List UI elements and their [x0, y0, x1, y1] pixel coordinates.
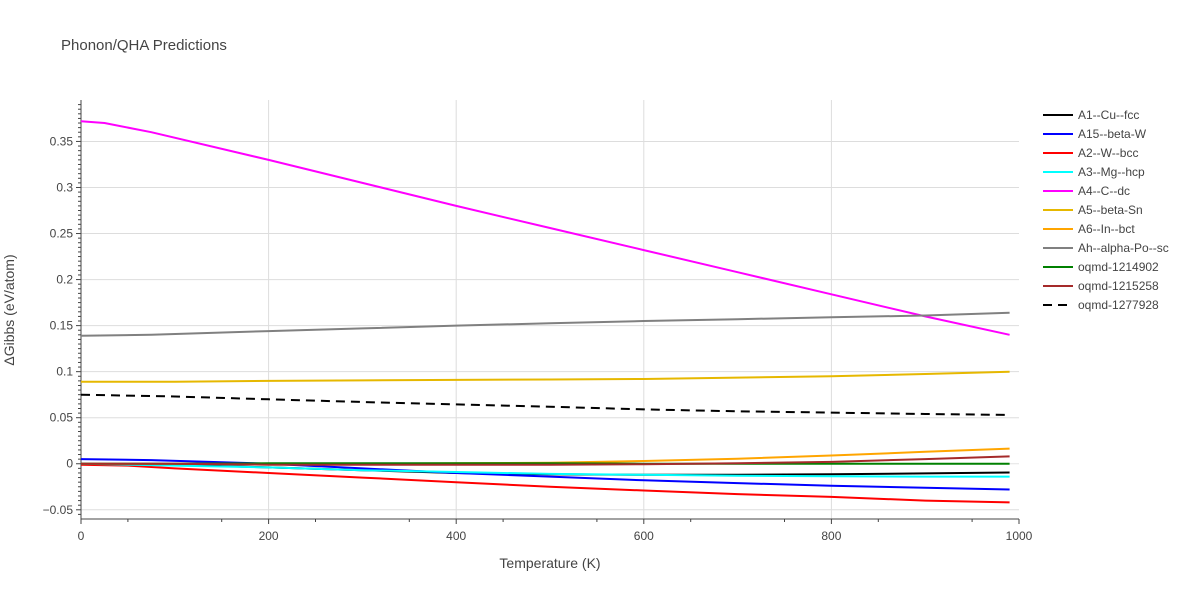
legend-label-a6-in-bct: A6--In--bct [1078, 222, 1135, 236]
axes [76, 100, 1020, 524]
y-tick-label: 0.2 [56, 273, 73, 287]
y-tick-label: 0 [66, 457, 73, 471]
series-line-a2-w-bcc [80, 463, 1010, 504]
x-tick-label: 400 [446, 529, 466, 543]
y-tick-label: 0.05 [50, 411, 74, 425]
y-tick-label: 0.3 [56, 180, 73, 194]
y-tick-label: 0.15 [50, 319, 74, 333]
legend-label-a15-beta-w: A15--beta-W [1078, 127, 1147, 141]
y-tick-label: 0.25 [50, 227, 74, 241]
y-tick-label: −0.05 [43, 503, 74, 517]
series-line-a5-beta-sn [81, 370, 1010, 383]
x-tick-label: 1000 [1006, 529, 1033, 543]
x-tick-label: 0 [78, 529, 85, 543]
legend-label-a2-w-bcc: A2--W--bcc [1078, 146, 1138, 160]
legend-label-ah-alpha-po-sc: Ah--alpha-Po--sc [1078, 241, 1169, 255]
series-line-a3-mg-hcp [80, 462, 1010, 478]
x-tick-label: 600 [634, 529, 654, 543]
x-axis-title: Temperature (K) [499, 555, 600, 571]
y-tick-label: 0.1 [56, 365, 73, 379]
x-tick-label: 800 [821, 529, 841, 543]
series-line-oqmd-1277928 [80, 393, 1010, 416]
tick-labels: 0 200 400 600 800 1000 −0.05 0 0.05 0.1 0.15 0.2 0.2… [43, 134, 1033, 543]
grid-lines [81, 100, 1019, 519]
series-line-oqmd-1215258 [81, 455, 1010, 466]
legend-label-a1-cu-fcc: A1--Cu--fcc [1078, 108, 1139, 122]
x-tick-label: 200 [259, 529, 279, 543]
legend-label-a4-c-dc: A4--C--dc [1078, 184, 1130, 198]
series-line-a4-c-dc [80, 120, 1010, 336]
series-line-ah-alpha-po-sc [80, 311, 1010, 337]
legend-label-oqmd-1214902: oqmd-1214902 [1078, 260, 1159, 274]
y-tick-label: 0.35 [50, 134, 74, 148]
plot-area [80, 120, 1010, 504]
chart-title: Phonon/QHA Predictions [61, 37, 227, 54]
legend: A1--Cu--fcc A15--beta-W A2--W--bcc A3--Mg--… [1043, 108, 1169, 312]
legend-label-a5-beta-sn: A5--beta-Sn [1078, 203, 1143, 217]
legend-label-oqmd-1277928: oqmd-1277928 [1078, 298, 1159, 312]
legend-label-oqmd-1215258: oqmd-1215258 [1078, 279, 1159, 293]
y-axis-title: ΔGibbs (eV/atom) [1, 254, 17, 365]
legend-label-a3-mg-hcp: A3--Mg--hcp [1078, 165, 1145, 179]
